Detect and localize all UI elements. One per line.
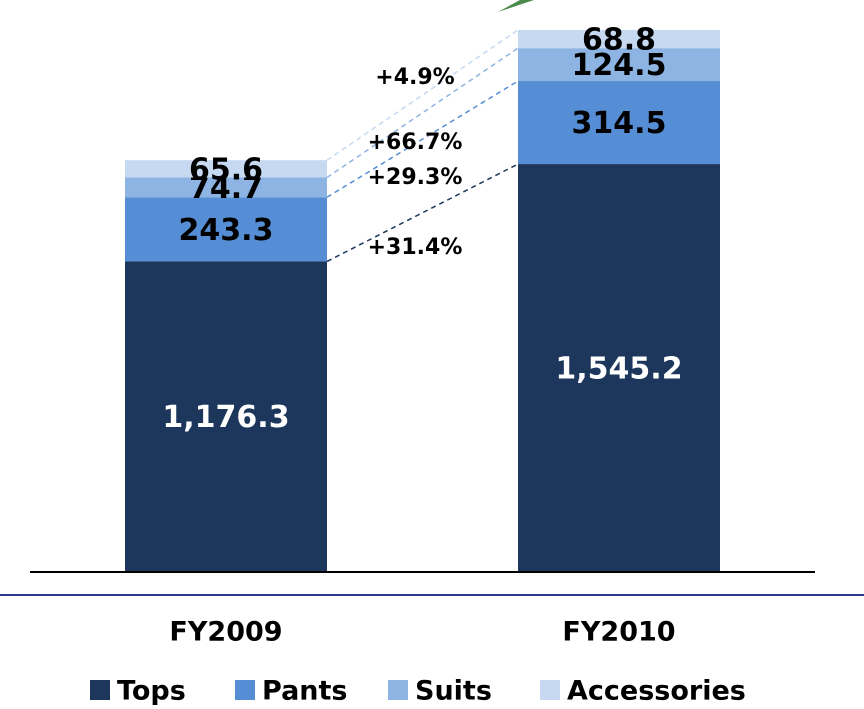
bar-segment xyxy=(125,261,327,572)
arrow-decoration xyxy=(498,0,534,12)
growth-label: +29.3% xyxy=(368,165,463,190)
legend-swatch xyxy=(540,680,560,700)
legend-label: Suits xyxy=(415,676,492,707)
legend-swatch xyxy=(90,680,110,700)
growth-label: +66.7% xyxy=(368,130,463,155)
legend-label: Pants xyxy=(262,676,347,707)
connector-line xyxy=(326,80,519,198)
data-label: 124.5 xyxy=(572,48,667,83)
bar-segment xyxy=(518,48,720,82)
legend-swatch xyxy=(388,680,408,700)
bar-segment xyxy=(518,81,720,165)
data-label: 68.8 xyxy=(582,23,656,58)
bar-segment xyxy=(125,177,327,198)
data-label: 314.5 xyxy=(572,106,667,141)
data-label: 65.6 xyxy=(189,152,263,187)
growth-label: +4.9% xyxy=(375,65,454,90)
bar-segment xyxy=(125,160,327,178)
x-tick-label: FY2010 xyxy=(562,617,675,648)
connector-line xyxy=(326,29,519,161)
growth-label: +31.4% xyxy=(368,235,463,260)
data-label: 1,545.2 xyxy=(555,352,682,387)
x-tick-label: FY2009 xyxy=(169,617,282,648)
legend-swatch xyxy=(235,680,255,700)
bar-segment xyxy=(518,164,720,573)
data-label: 243.3 xyxy=(179,213,274,248)
bar-segment xyxy=(125,197,327,262)
legend-label: Accessories xyxy=(567,676,746,707)
bar-segment xyxy=(518,30,720,49)
connector-line xyxy=(326,47,519,179)
data-label: 1,176.3 xyxy=(162,400,289,435)
legend-label: Tops xyxy=(117,676,186,707)
